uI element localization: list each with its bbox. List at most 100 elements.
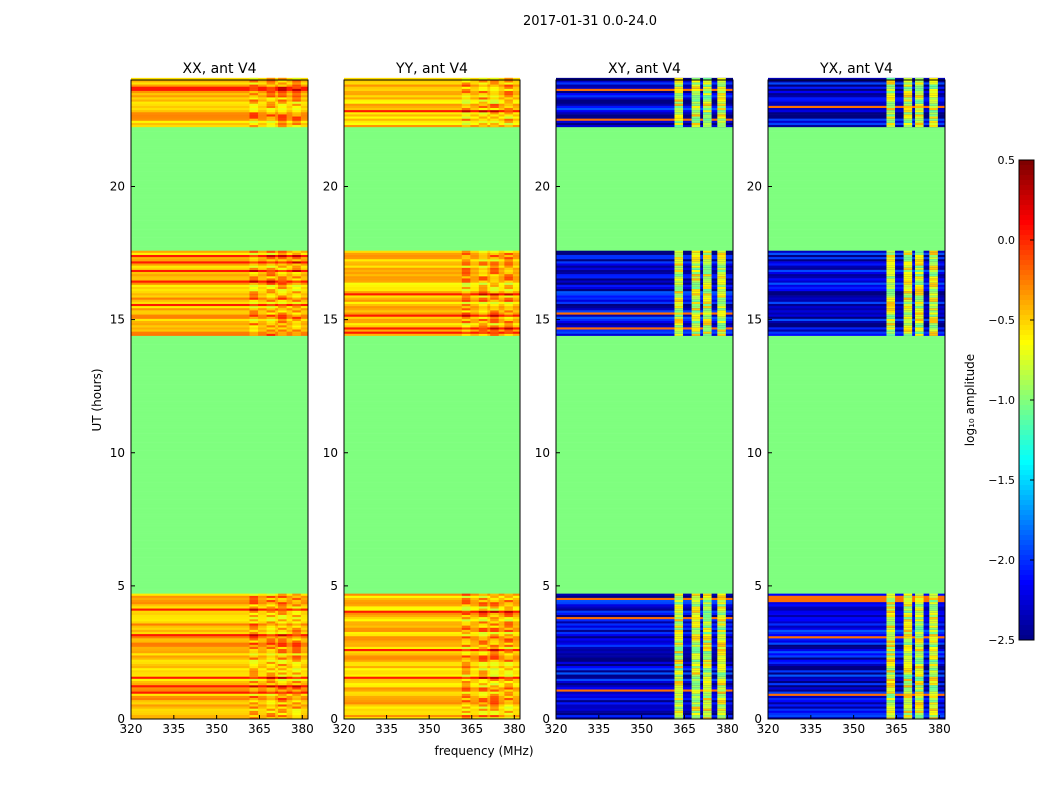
rfi-channel bbox=[674, 258, 684, 262]
spectrum-row bbox=[131, 169, 308, 172]
colorbar-step bbox=[1019, 585, 1034, 591]
rfi-channel bbox=[249, 273, 259, 277]
rfi-channel bbox=[490, 670, 499, 673]
rfi-channel bbox=[929, 263, 938, 266]
spectrum-row bbox=[556, 569, 733, 573]
rfi-channel bbox=[266, 80, 276, 83]
rfi-channel bbox=[717, 82, 726, 85]
rfi-channel bbox=[249, 316, 259, 319]
rfi-channel bbox=[504, 114, 513, 117]
colorbar-step bbox=[1019, 295, 1034, 301]
rfi-channel bbox=[691, 263, 701, 266]
rfi-channel bbox=[691, 638, 701, 641]
spectrum-row bbox=[768, 403, 945, 407]
rfi-channel bbox=[915, 621, 924, 624]
rfi-channel bbox=[674, 635, 684, 639]
rfi-channel bbox=[278, 116, 287, 119]
spectrum-row bbox=[768, 254, 945, 258]
rfi-channel bbox=[461, 273, 471, 277]
rfi-channel bbox=[703, 118, 712, 121]
spectrum-row bbox=[344, 265, 520, 268]
rfi-channel bbox=[292, 322, 301, 326]
spectrum-row bbox=[131, 290, 308, 294]
rfi-channel bbox=[929, 267, 938, 270]
rfi-channel bbox=[915, 327, 924, 330]
rfi-channel bbox=[915, 610, 924, 613]
rfi-channel bbox=[249, 327, 259, 330]
rfi-channel bbox=[478, 618, 488, 622]
rfi-channel bbox=[929, 699, 938, 703]
spectrum-row bbox=[556, 316, 733, 319]
spectrum-row bbox=[556, 177, 733, 181]
rfi-channel bbox=[478, 284, 488, 287]
rfi-channel bbox=[674, 99, 684, 102]
spectrum-row bbox=[344, 537, 520, 541]
rfi-channel bbox=[691, 256, 701, 260]
y-tick-label: 0 bbox=[330, 712, 338, 726]
rfi-channel bbox=[903, 267, 913, 270]
rfi-channel bbox=[292, 265, 301, 268]
rfi-channel bbox=[292, 593, 301, 596]
rfi-channel bbox=[915, 606, 924, 609]
rfi-channel bbox=[278, 114, 287, 117]
rfi-channel bbox=[461, 252, 471, 255]
spectrum-row bbox=[768, 154, 945, 157]
spectrum-row bbox=[344, 699, 520, 703]
spectrum-row bbox=[768, 150, 945, 153]
spectrum-row bbox=[344, 495, 520, 498]
colorbar-step bbox=[1019, 275, 1034, 281]
spectrum-row bbox=[768, 503, 945, 507]
rfi-channel bbox=[249, 674, 259, 677]
rfi-channel bbox=[249, 103, 259, 106]
spectrum-row bbox=[344, 659, 520, 662]
rfi-channel bbox=[292, 105, 301, 108]
rfi-channel bbox=[903, 650, 913, 654]
rfi-channel bbox=[461, 612, 471, 615]
rfi-channel bbox=[266, 320, 276, 324]
rfi-channel bbox=[490, 693, 499, 696]
rfi-channel bbox=[903, 672, 913, 675]
rfi-channel bbox=[674, 114, 684, 117]
rfi-channel bbox=[717, 597, 726, 601]
spectrum-row bbox=[768, 348, 945, 351]
rfi-channel bbox=[886, 657, 896, 660]
rfi-channel bbox=[886, 318, 896, 321]
rfi-channel bbox=[929, 674, 938, 677]
rfi-channel bbox=[504, 314, 513, 317]
rfi-channel bbox=[717, 258, 726, 262]
rfi-channel bbox=[490, 107, 499, 111]
spectrum-row bbox=[131, 293, 308, 296]
spectrum-row bbox=[768, 109, 945, 113]
rfi-channel bbox=[903, 687, 913, 690]
rfi-channel bbox=[903, 101, 913, 104]
rfi-channel bbox=[915, 710, 924, 713]
spectrum-row bbox=[344, 548, 520, 552]
rfi-channel bbox=[717, 101, 726, 104]
rfi-channel bbox=[461, 297, 471, 300]
spectrum-row bbox=[131, 173, 308, 177]
colorbar-step bbox=[1019, 270, 1034, 276]
spectrum-row bbox=[344, 101, 520, 104]
spectrum-row bbox=[768, 537, 945, 541]
spectrum-row bbox=[131, 116, 308, 119]
spectrum-row bbox=[768, 420, 945, 424]
colorbar-step bbox=[1019, 180, 1034, 186]
rfi-channel bbox=[886, 708, 896, 711]
spectrum-row bbox=[556, 160, 733, 164]
spectrum-row bbox=[131, 205, 308, 209]
rfi-channel bbox=[886, 610, 896, 613]
rfi-channel bbox=[490, 712, 499, 716]
spectrum-row bbox=[131, 188, 308, 192]
rfi-channel bbox=[292, 597, 301, 601]
rfi-channel bbox=[504, 644, 513, 647]
rfi-channel bbox=[490, 616, 499, 620]
rfi-channel bbox=[886, 310, 896, 313]
rfi-channel bbox=[292, 122, 301, 126]
rfi-channel bbox=[703, 322, 712, 326]
rfi-channel bbox=[903, 111, 913, 115]
rfi-channel bbox=[903, 595, 913, 598]
rfi-channel bbox=[266, 275, 276, 279]
spectrum-row bbox=[344, 661, 520, 664]
spectrum-row bbox=[768, 482, 945, 485]
rfi-channel bbox=[915, 312, 924, 315]
